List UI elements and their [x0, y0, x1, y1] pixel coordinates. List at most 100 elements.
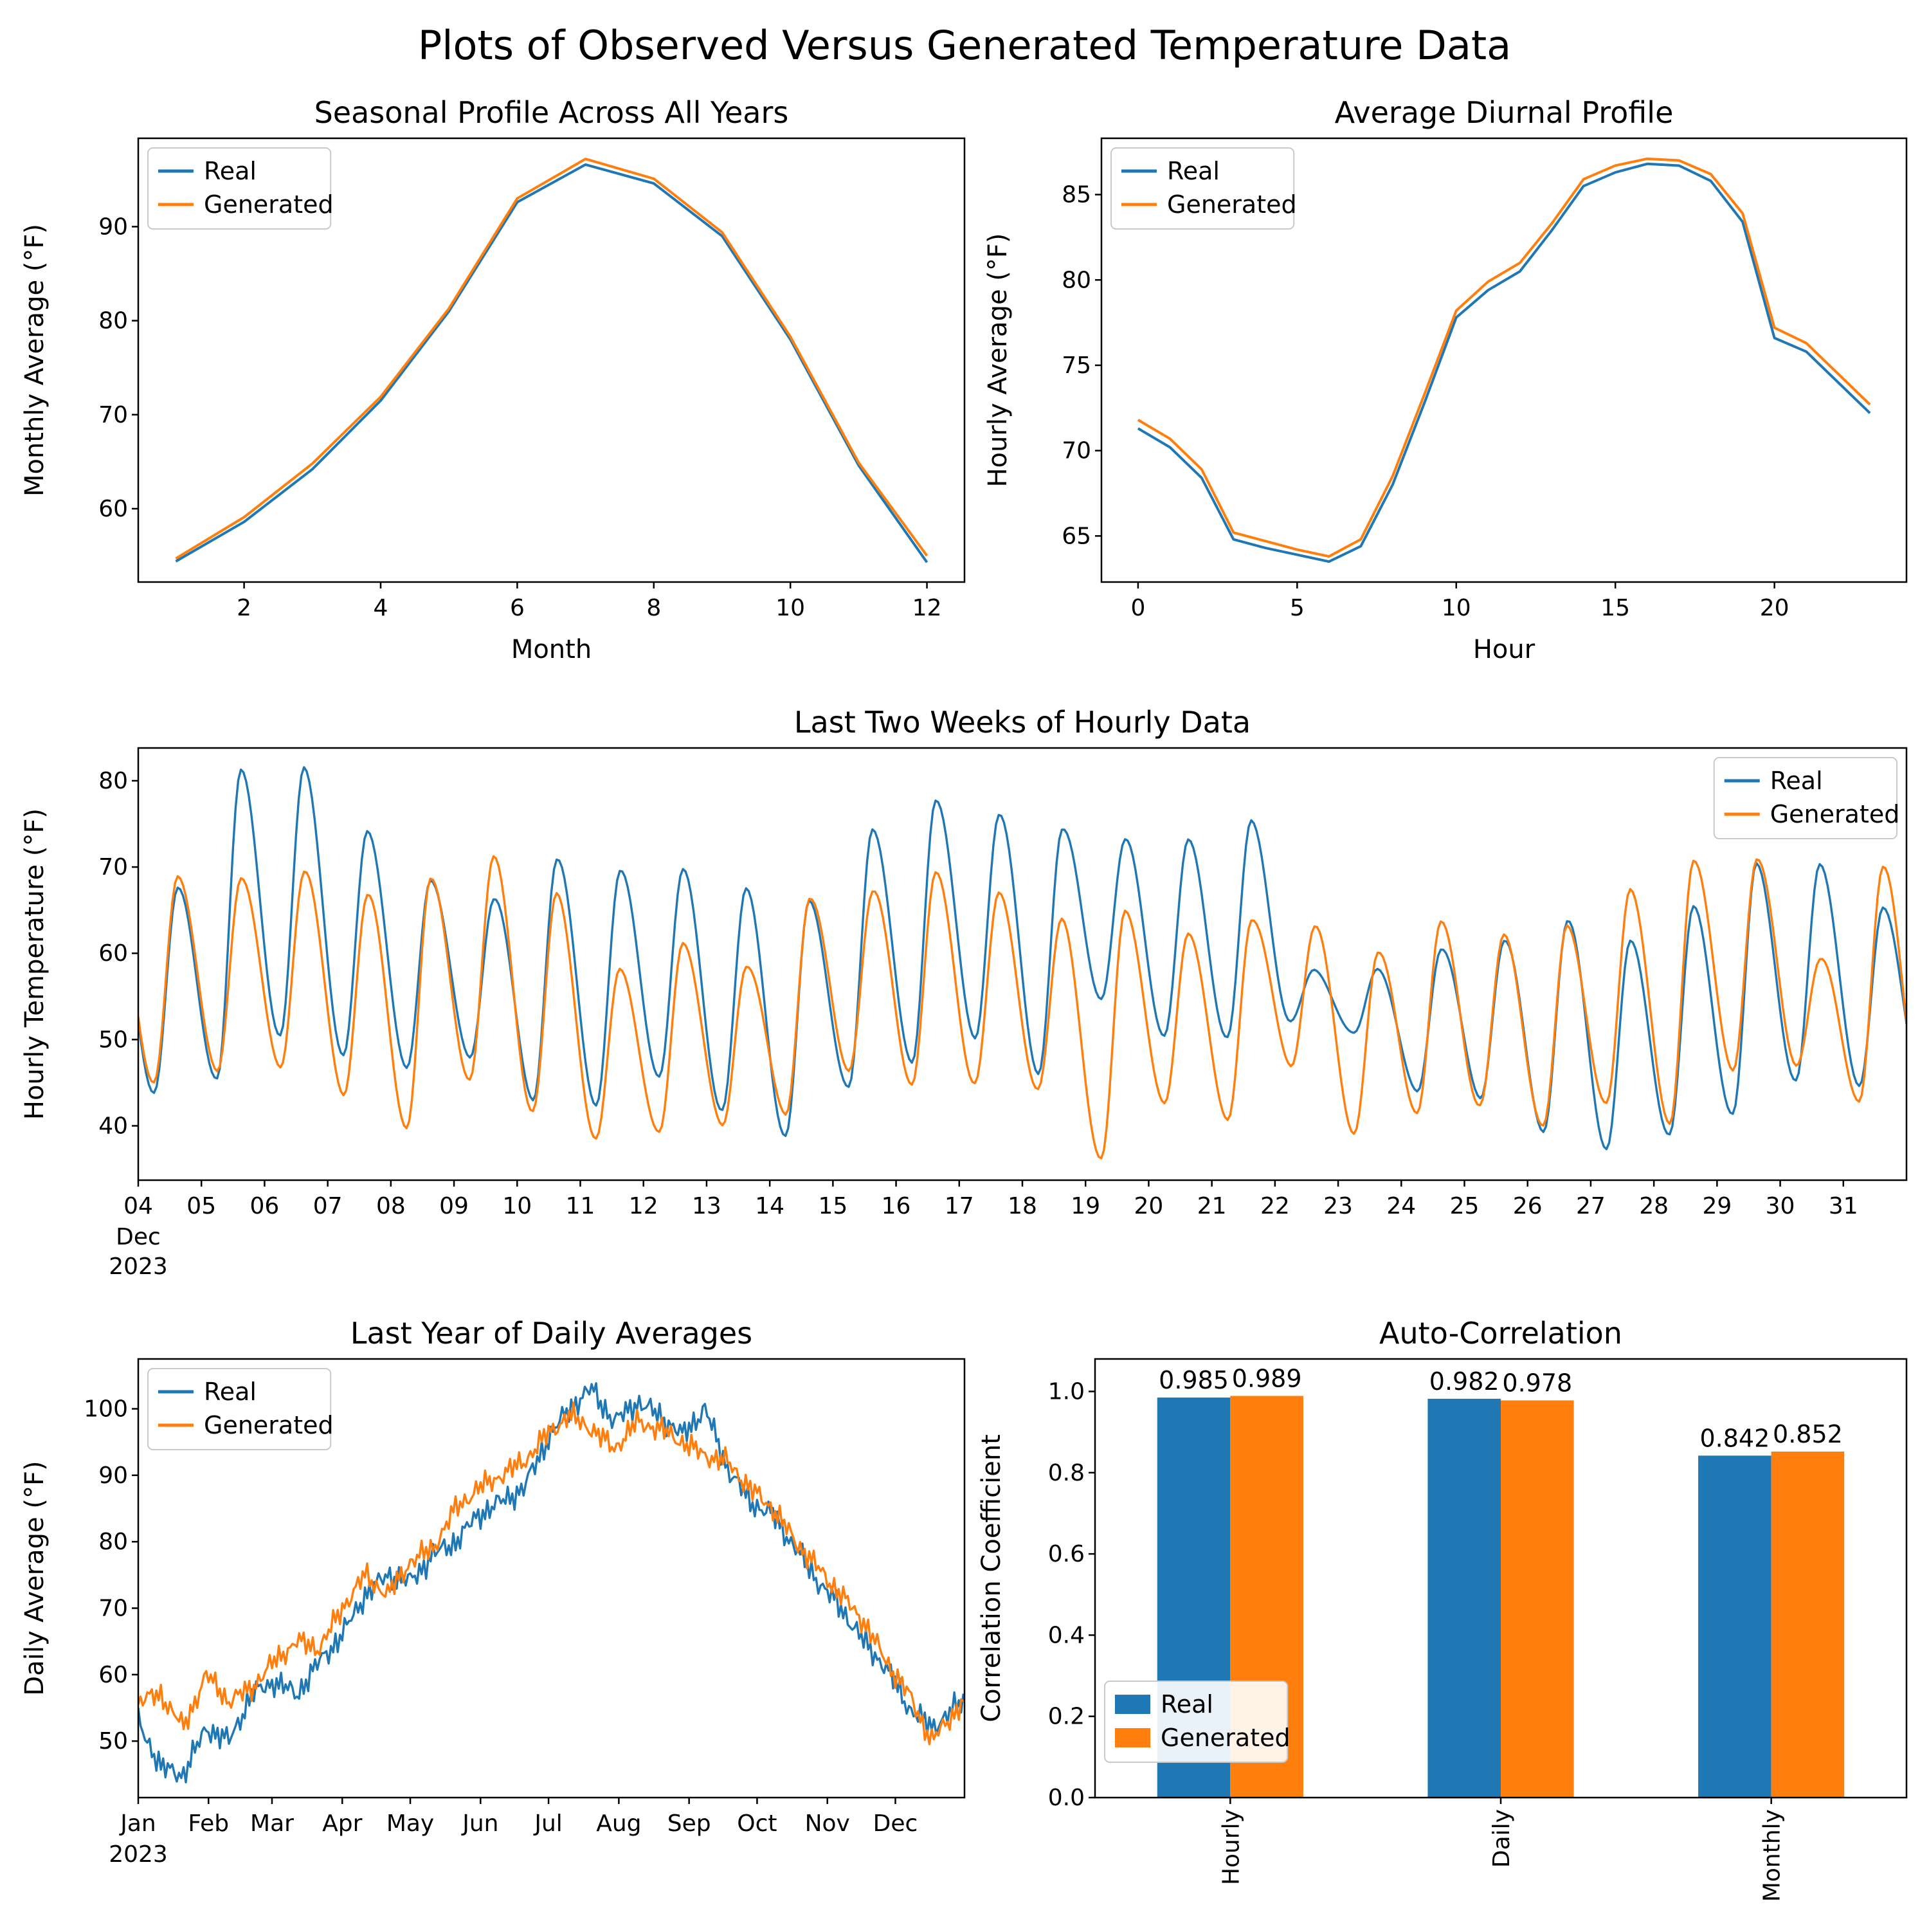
- autocorr-legend: Real Generated: [1104, 1681, 1291, 1763]
- x-tick-label: 15: [818, 1193, 847, 1219]
- x-tick-label: Apr: [322, 1810, 362, 1837]
- x-axis-label: Hour: [1473, 635, 1535, 664]
- chart-title: Average Diurnal Profile: [1335, 95, 1674, 130]
- axes-frame: [1100, 137, 1908, 583]
- autocorr-chart: Auto-Correlation Correlation Coefficient 0…: [977, 1316, 1908, 1902]
- y-tick-label: 100: [84, 1396, 128, 1423]
- chart-title: Auto-Correlation: [1379, 1316, 1622, 1351]
- series-real: [138, 1382, 964, 1783]
- figure-title: Plots of Observed Versus Generated Tempe…: [417, 22, 1512, 69]
- x-tick-label: 04: [123, 1193, 153, 1219]
- y-tick-label: 80: [98, 308, 128, 334]
- y-axis-label: Daily Average (°F): [20, 1461, 50, 1695]
- x-tick-label: May: [386, 1810, 434, 1837]
- x-axis-sub-label: 2023: [109, 1253, 168, 1280]
- y-tick-label: 90: [98, 1463, 128, 1489]
- x-tick-label: 12: [629, 1193, 658, 1219]
- y-tick-label: 0.0: [1048, 1785, 1085, 1811]
- bar-value-label: 0.842: [1699, 1424, 1770, 1452]
- x-tick-label: 29: [1702, 1193, 1732, 1219]
- hourly-legend: Real Generated: [1713, 757, 1900, 839]
- legend-label: Generated: [1161, 1724, 1291, 1752]
- hourly-chart: Last Two Weeks of Hourly Data Hourly Temp…: [20, 705, 1908, 1280]
- x-tick-label: Mar: [250, 1810, 294, 1837]
- x-tick-label: 21: [1197, 1193, 1227, 1219]
- legend-label: Real: [204, 1378, 257, 1406]
- diurnal-chart: Average Diurnal Profile Hourly Average (°…: [983, 95, 1908, 664]
- y-tick-label: 80: [98, 1529, 128, 1555]
- axes-frame: [137, 1358, 966, 1799]
- x-tick-label: 22: [1260, 1193, 1290, 1219]
- series-generated: [138, 855, 1906, 1160]
- bar-value-label: 0.985: [1159, 1366, 1229, 1394]
- x-tick-label: 28: [1639, 1193, 1669, 1219]
- y-tick-label: 90: [98, 214, 128, 240]
- series-real: [175, 163, 928, 563]
- x-tick-label: 6: [510, 595, 525, 621]
- y-axis-label: Hourly Temperature (°F): [20, 808, 50, 1120]
- y-axis-label: Hourly Average (°F): [983, 233, 1013, 487]
- x-tick-label: 24: [1386, 1193, 1416, 1219]
- x-tick-label: 16: [882, 1193, 911, 1219]
- legend-label: Generated: [1770, 800, 1900, 828]
- x-tick-label: 10: [775, 595, 805, 621]
- y-tick-label: 85: [1062, 182, 1091, 208]
- x-tick-label: Dec: [873, 1810, 918, 1837]
- y-tick-label: 65: [1062, 523, 1091, 549]
- x-tick-label: 19: [1071, 1193, 1100, 1219]
- bar-real-daily: [1427, 1398, 1501, 1798]
- x-tick-label: 17: [945, 1193, 974, 1219]
- y-axis-label: Monthly Average (°F): [20, 224, 50, 497]
- bar-real-monthly: [1698, 1455, 1771, 1798]
- x-axis-sub-label: Dec: [116, 1224, 161, 1250]
- y-tick-label: 80: [1062, 267, 1091, 293]
- x-tick-label: Jun: [461, 1810, 498, 1837]
- x-tick-label: 20: [1134, 1193, 1164, 1219]
- x-tick-label: 15: [1600, 595, 1630, 621]
- y-tick-label: 1.0: [1048, 1379, 1085, 1405]
- bar-generated-daily: [1501, 1400, 1574, 1798]
- series-real: [1137, 162, 1871, 563]
- x-tick-label: 2: [237, 595, 251, 621]
- bar-value-label: 0.852: [1773, 1420, 1843, 1448]
- x-tick-label: Nov: [805, 1810, 850, 1837]
- y-tick-label: 50: [98, 1728, 128, 1754]
- x-tick-label: 11: [566, 1193, 595, 1219]
- legend-label: Real: [1770, 767, 1823, 795]
- bar-generated-monthly: [1771, 1451, 1845, 1798]
- y-tick-label: 70: [1062, 438, 1091, 464]
- daily-chart: Last Year of Daily Averages Daily Average…: [20, 1316, 966, 1868]
- legend-label: Generated: [204, 190, 334, 219]
- legend-label: Real: [1167, 157, 1220, 185]
- x-tick-label: 13: [692, 1193, 721, 1219]
- seasonal-chart: Seasonal Profile Across All Years Monthly…: [20, 95, 966, 664]
- y-tick-label: 70: [98, 854, 128, 880]
- x-tick-label: 06: [250, 1193, 280, 1219]
- series-generated: [138, 1401, 964, 1745]
- x-tick-label: 8: [646, 595, 661, 621]
- x-tick-label: Sep: [667, 1810, 711, 1837]
- x-tick-label: Jan: [119, 1810, 156, 1837]
- x-tick-label: Daily: [1489, 1809, 1515, 1868]
- x-tick-label: 25: [1450, 1193, 1480, 1219]
- x-tick-label: 05: [186, 1193, 216, 1219]
- axes-frame: [137, 747, 1908, 1181]
- x-axis-label: Month: [511, 635, 592, 664]
- y-tick-label: 40: [98, 1113, 128, 1139]
- x-tick-label: 10: [1442, 595, 1471, 621]
- y-tick-label: 50: [98, 1026, 128, 1053]
- x-tick-label: 26: [1513, 1193, 1543, 1219]
- chart-title: Seasonal Profile Across All Years: [314, 95, 789, 130]
- legend-label: Generated: [1167, 190, 1297, 219]
- x-tick-label: 30: [1766, 1193, 1795, 1219]
- y-tick-label: 0.2: [1048, 1704, 1085, 1730]
- x-tick-label: 12: [912, 595, 942, 621]
- bar-value-label: 0.982: [1429, 1367, 1499, 1396]
- legend-label: Real: [1161, 1690, 1213, 1718]
- x-tick-label: 23: [1323, 1193, 1353, 1219]
- x-tick-label: 18: [1008, 1193, 1037, 1219]
- x-tick-label: 14: [755, 1193, 784, 1219]
- x-tick-label: 09: [439, 1193, 469, 1219]
- chart-title: Last Year of Daily Averages: [350, 1316, 752, 1351]
